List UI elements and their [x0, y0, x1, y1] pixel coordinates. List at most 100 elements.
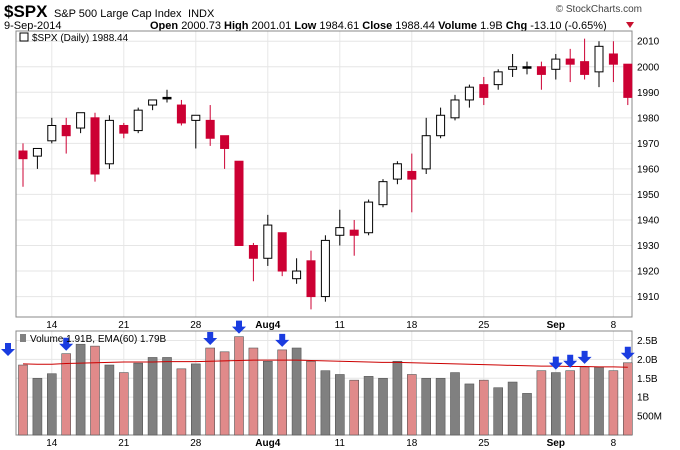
- volume-bar: [75, 343, 86, 436]
- ema-line: [22, 359, 628, 368]
- open-label: Open: [150, 20, 179, 32]
- exchange-code: INDX: [188, 8, 215, 20]
- chart-date: 9-Sep-2014: [4, 20, 62, 32]
- low-label: Low: [294, 20, 317, 32]
- candle-body-down: [536, 66, 546, 75]
- index-name: S&P 500 Large Cap Index: [53, 8, 182, 20]
- price-tick-label: 1970: [637, 139, 660, 150]
- x-tick-label: Sep: [547, 320, 565, 331]
- candle-body-up: [378, 181, 388, 206]
- candles: [18, 38, 633, 310]
- candle-body-down: [234, 160, 244, 247]
- candle-body-up: [464, 86, 474, 101]
- candle-body-up: [320, 239, 330, 298]
- open-value: 2000.73: [181, 20, 221, 32]
- volume-bar: [450, 372, 460, 436]
- volume-bar: [162, 357, 172, 436]
- volume-bar: [306, 360, 316, 436]
- volume-tick-label: 2.0B: [637, 355, 658, 366]
- candle-body-up: [47, 124, 57, 142]
- volume-axis-labels: 2.5B 2.0B 1.5B 1B 500M: [637, 336, 662, 423]
- volume-bar: [622, 362, 633, 436]
- volume-bar: [18, 364, 28, 436]
- volume-bar: [320, 370, 331, 436]
- candle-body-up: [104, 119, 114, 165]
- blue-arrow-icon: [203, 332, 218, 346]
- price-tick-label: 1950: [637, 190, 660, 201]
- volume-bar: [550, 372, 561, 436]
- candle-body-up: [148, 99, 158, 106]
- candle-body-up: [76, 112, 86, 129]
- blue-arrow-icon: [59, 337, 74, 351]
- candle-body-down: [623, 63, 633, 98]
- volume-bar: [147, 357, 158, 436]
- volume-bar: [32, 377, 43, 436]
- volume-bar: [205, 347, 215, 436]
- volume-bar: [522, 393, 532, 436]
- candle-body-up: [191, 114, 201, 121]
- x-tick-label-bottom: Aug4: [255, 438, 280, 449]
- candle-body-down: [407, 170, 417, 180]
- x-tick-label: 21: [118, 320, 130, 331]
- x-tick-label: 8: [611, 320, 617, 331]
- high-label: High: [224, 20, 249, 32]
- volume-bar: [378, 377, 388, 436]
- x-tick-label-bottom: 14: [46, 438, 58, 449]
- volume-bar: [406, 374, 417, 436]
- volume-bar: [234, 336, 244, 436]
- candle-body-down: [90, 117, 100, 175]
- x-axis-labels-middle: 14 21 28 Aug4 11 18 25 Sep 8: [46, 320, 616, 331]
- volume-tick-label: 1.5B: [637, 374, 658, 385]
- x-tick-label-bottom: 25: [478, 438, 490, 449]
- volume-bar: [219, 351, 230, 436]
- candle-body-down: [248, 245, 258, 259]
- candle-body-down: [277, 232, 287, 272]
- volume-bar: [493, 387, 504, 436]
- candle-body-up: [133, 109, 143, 132]
- candle-body-up: [292, 270, 302, 280]
- candle-body-up: [436, 114, 446, 137]
- candle-body-down: [205, 119, 215, 139]
- volume-bar: [291, 347, 302, 436]
- volume-bar: [392, 360, 403, 436]
- x-tick-label-bottom: 18: [406, 438, 418, 449]
- blue-arrow-icon: [620, 346, 635, 360]
- x-tick-label-bottom: 21: [118, 438, 130, 449]
- legend-candle-icon: [19, 32, 29, 42]
- close-label: Close: [362, 20, 393, 32]
- candle-body-up: [493, 71, 503, 86]
- volume-tick-label: 1B: [637, 393, 650, 404]
- blue-arrow-icon: [232, 320, 246, 334]
- volume-bar: [579, 366, 590, 436]
- ticker-symbol: $SPX: [4, 2, 48, 21]
- x-tick-label: 11: [335, 320, 346, 331]
- x-tick-label: Aug4: [255, 320, 280, 331]
- x-tick-label: 18: [406, 320, 418, 331]
- candle-body-up: [263, 224, 273, 259]
- price-tick-label: 1910: [637, 292, 660, 303]
- volume-value: 1.9B: [480, 20, 503, 32]
- volume-bar: [464, 383, 475, 436]
- volume-tick-label: 500M: [637, 412, 662, 423]
- volume-bar: [536, 370, 547, 436]
- volume-bar: [334, 374, 345, 436]
- candle-body-up: [364, 201, 374, 234]
- price-tick-label: 1960: [637, 164, 660, 175]
- volume-bar: [565, 370, 576, 436]
- volume-bar: [133, 362, 143, 436]
- volume-bar: [277, 349, 288, 436]
- candle-body-up: [335, 227, 345, 236]
- close-value: 1988.44: [395, 20, 436, 32]
- price-tick-label: 1980: [637, 113, 660, 124]
- candle-body-up: [392, 163, 402, 180]
- candle-body-down: [608, 53, 618, 65]
- price-tick-label: 2000: [637, 62, 660, 73]
- low-value: 1984.61: [319, 20, 360, 32]
- x-tick-label: 14: [46, 320, 58, 331]
- price-tick-label: 1920: [637, 267, 660, 278]
- candle-body-up: [450, 99, 460, 119]
- candle-body-down: [119, 124, 129, 134]
- volume-bar: [594, 366, 604, 436]
- volume-bar: [104, 364, 115, 436]
- candle-body-up: [421, 135, 431, 170]
